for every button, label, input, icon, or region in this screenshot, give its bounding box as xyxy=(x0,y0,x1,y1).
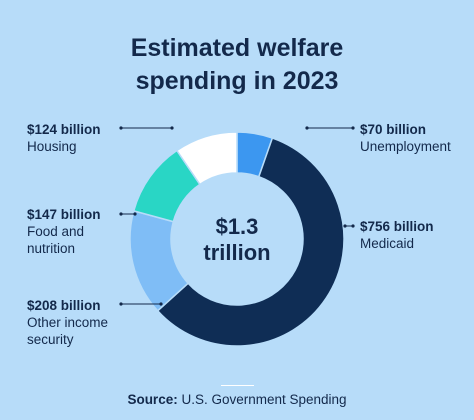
source-note: Source: U.S. Government Spending xyxy=(0,392,474,407)
label-housing: $124 billion Housing xyxy=(27,121,101,155)
leader-dot-housing xyxy=(170,126,174,130)
leader-dot-food-and-nutrition xyxy=(119,212,123,216)
chart-title: Estimated welfare spending in 2023 xyxy=(0,32,474,98)
label-food: $147 billion Food and nutrition xyxy=(27,206,101,257)
label-housing-name: Housing xyxy=(27,139,77,154)
donut-slice-housing xyxy=(175,131,238,186)
source-label: Source: xyxy=(127,392,178,407)
chart-title-line: Estimated welfare xyxy=(130,34,344,62)
leader-dot-housing xyxy=(119,126,123,130)
source-text: U.S. Government Spending xyxy=(181,392,347,407)
label-medicaid-name: Medicaid xyxy=(360,236,415,251)
source-divider xyxy=(221,385,254,386)
label-medicaid: $756 billion Medicaid xyxy=(360,218,434,252)
center-total-unit: trillion xyxy=(203,240,271,265)
label-unemployment-value: $70 billion xyxy=(360,122,427,137)
leader-dot-other-income-security xyxy=(119,302,123,306)
label-housing-value: $124 billion xyxy=(27,122,101,137)
leader-dot-other-income-security xyxy=(159,302,163,306)
center-total-value: $1.3 xyxy=(215,214,259,239)
label-food-value: $147 billion xyxy=(27,207,101,222)
label-other: $208 billion Other income security xyxy=(27,297,108,348)
leader-dot-medicaid xyxy=(343,224,347,228)
label-other-name: security xyxy=(27,332,74,347)
leader-dot-unemployment xyxy=(305,126,309,130)
leader-dot-unemployment xyxy=(351,126,355,130)
label-other-name: Other income xyxy=(27,315,109,330)
leader-dot-food-and-nutrition xyxy=(133,212,137,216)
donut-center-total: $1.3 trillion xyxy=(187,214,287,266)
label-medicaid-value: $756 billion xyxy=(360,219,434,234)
leader-dot-medicaid xyxy=(351,224,355,228)
donut-slice-medicaid xyxy=(156,137,345,347)
label-food-name: Food and xyxy=(27,224,85,239)
label-other-value: $208 billion xyxy=(27,298,101,313)
label-unemployment: $70 billion Unemployment xyxy=(360,121,451,155)
label-unemployment-name: Unemployment xyxy=(360,139,451,154)
label-food-name: nutrition xyxy=(27,241,76,256)
chart-title-line: spending in 2023 xyxy=(135,67,339,95)
